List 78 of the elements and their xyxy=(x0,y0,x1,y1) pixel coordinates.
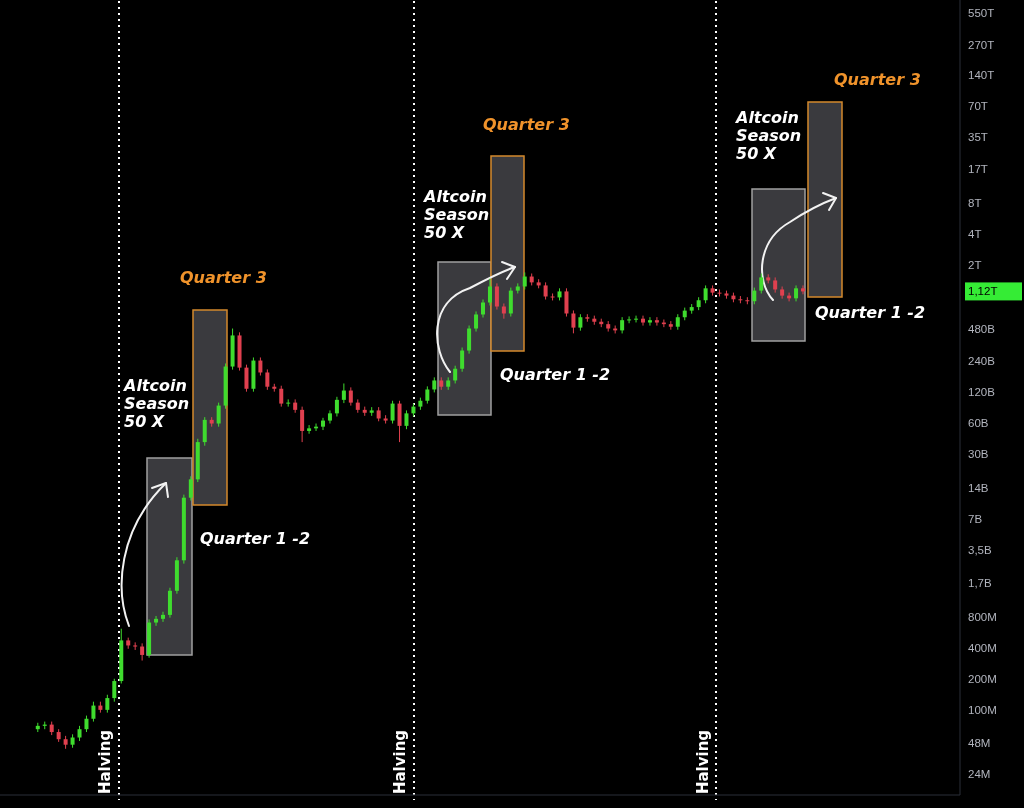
candlestick xyxy=(634,315,639,323)
annotation: Halving xyxy=(391,729,409,795)
candlestick xyxy=(780,285,785,300)
candlestick xyxy=(759,272,764,294)
candlestick xyxy=(481,298,485,319)
candlestick xyxy=(348,386,353,407)
y-tick-label: 1,12T xyxy=(968,285,998,298)
y-tick-label: 400M xyxy=(968,641,997,654)
y-tick-label: 800M xyxy=(968,610,997,623)
annotation: Quarter 3 xyxy=(483,115,570,134)
annotation: Altcoin Season 50 X xyxy=(734,108,802,163)
candlestick xyxy=(801,284,805,295)
y-tick-label: 24M xyxy=(968,767,991,780)
y-tick-label: 17T xyxy=(968,163,988,176)
y-tick-label: 140T xyxy=(968,68,995,81)
candlestick xyxy=(494,282,499,311)
candlestick xyxy=(487,278,492,307)
y-tick-label: 120B xyxy=(968,385,996,398)
candlestick xyxy=(390,400,395,425)
y-tick-label: 550T xyxy=(968,7,995,20)
y-tick-label: 100M xyxy=(968,703,997,716)
y-tick-label: 2T xyxy=(968,259,982,272)
y-tick-label: 70T xyxy=(968,99,988,112)
candlestick xyxy=(216,402,221,428)
candlestick xyxy=(244,364,249,393)
candlestick xyxy=(265,368,270,391)
y-tick-label: 14B xyxy=(968,482,989,495)
y-tick-label: 8T xyxy=(968,197,982,210)
annotation: Altcoin Season 50 X xyxy=(122,376,190,431)
y-tick-label: 30B xyxy=(968,447,989,460)
y-tick-label: 48M xyxy=(968,736,991,749)
candlestick xyxy=(647,316,652,327)
candlestick xyxy=(460,347,465,373)
candlestick xyxy=(404,409,409,430)
candlestick xyxy=(202,416,207,447)
candlestick xyxy=(286,398,291,408)
y-tick-label: 60B xyxy=(968,416,989,429)
candlestick xyxy=(188,475,193,502)
y-tick-label: 270T xyxy=(968,39,995,52)
candlestick xyxy=(112,678,117,703)
candlestick xyxy=(508,287,513,318)
candlestick xyxy=(467,325,472,355)
candlestick xyxy=(571,309,576,334)
annotation: Quarter 1 -2 xyxy=(200,529,311,548)
annotation: Halving xyxy=(694,729,712,795)
candlestick xyxy=(91,701,96,723)
candlestick xyxy=(161,611,165,623)
y-tick-label: 1,7B xyxy=(968,576,992,589)
candlestick xyxy=(641,315,645,327)
candlestick xyxy=(334,396,339,417)
y-tick-label: 3,5B xyxy=(968,544,992,557)
y-tick-label: 480B xyxy=(968,323,996,336)
candlestick xyxy=(321,417,325,431)
candlestick xyxy=(140,642,145,662)
candlestick xyxy=(307,424,312,435)
annotation: Quarter 3 xyxy=(180,268,267,287)
candlestick xyxy=(279,385,284,408)
candlestick xyxy=(300,406,305,443)
candlestick xyxy=(327,409,332,425)
annotation: Altcoin Season 50 X xyxy=(422,187,490,242)
y-tick-label: 7B xyxy=(968,513,983,526)
annotation: Quarter 3 xyxy=(834,70,921,89)
y-tick-label: 35T xyxy=(968,130,988,143)
candlestick xyxy=(564,287,569,318)
candlestick xyxy=(717,288,722,297)
candlestick xyxy=(258,356,263,376)
y-tick-label: 200M xyxy=(968,672,997,685)
candlestick xyxy=(474,310,479,333)
y-tick-label: 240B xyxy=(968,354,996,367)
candlestick xyxy=(397,400,402,443)
annotation: Quarter 1 -2 xyxy=(500,365,611,384)
y-tick-label: 4T xyxy=(968,228,982,241)
candlestick xyxy=(654,316,659,327)
candlestick xyxy=(154,615,159,627)
candlestick xyxy=(341,382,346,404)
annotation: Quarter 1 -2 xyxy=(815,303,926,322)
annotation: Halving xyxy=(96,729,114,795)
candlestick xyxy=(627,315,632,324)
